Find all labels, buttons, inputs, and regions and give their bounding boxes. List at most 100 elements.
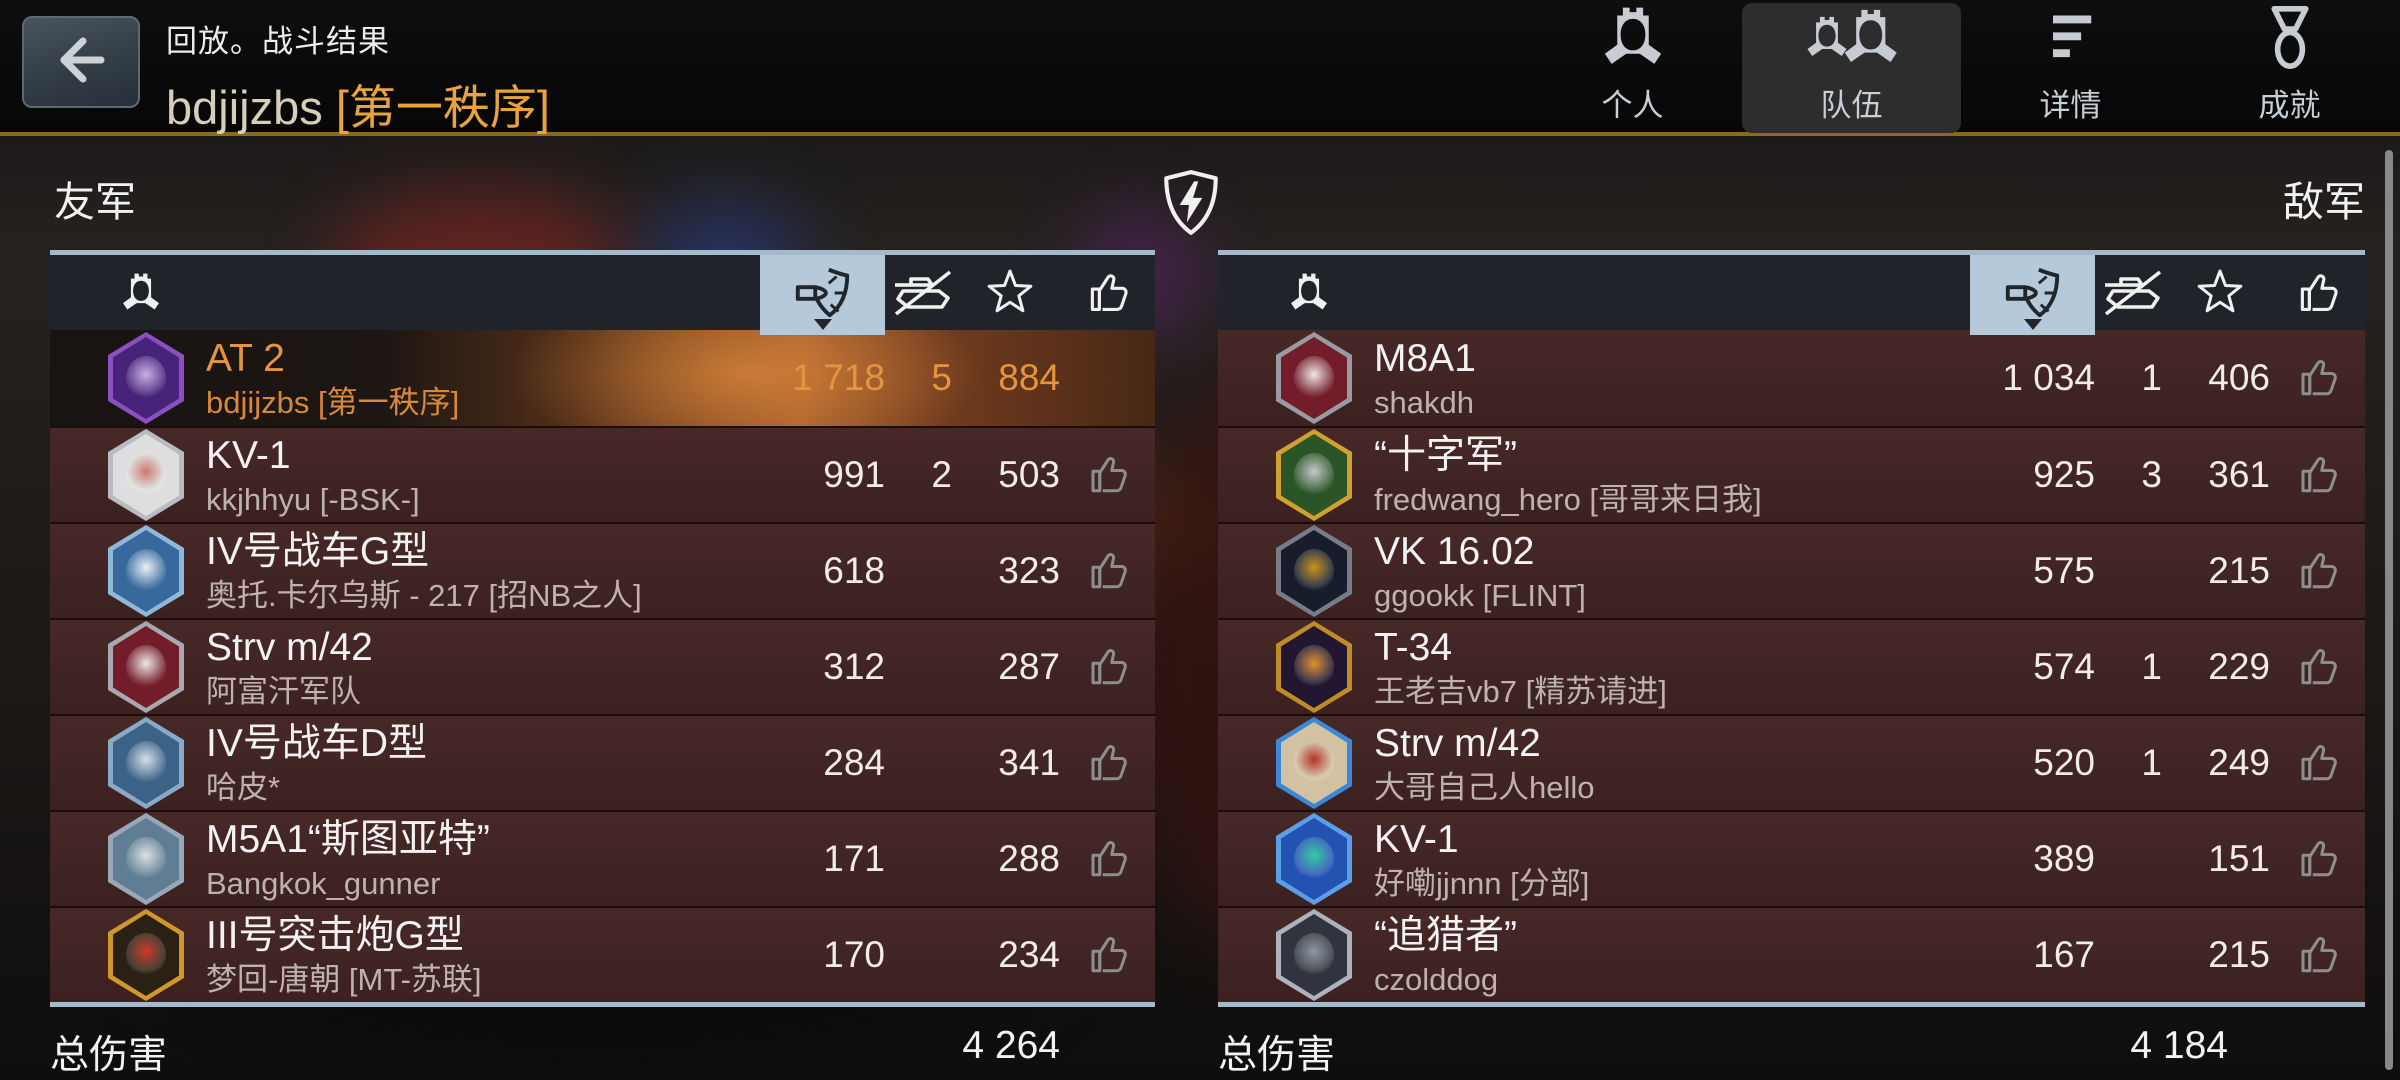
player-row[interactable]: “十字军” fredwang_hero [哥哥来日我] 925 3 361 [1218, 426, 2365, 522]
star-value: 215 [2208, 550, 2270, 591]
likes-column-header[interactable] [2270, 255, 2365, 335]
star-value: 323 [998, 550, 1060, 591]
vertical-scrollbar[interactable] [2385, 150, 2393, 1070]
player-info: “追猎者” czolddog [1368, 916, 1970, 995]
player-info: IV号战车G型 奥托.卡尔乌斯 - 217 [招NB之人] [200, 532, 760, 611]
tab-label: 队伍 [1820, 88, 1883, 123]
player-info: KV-1 好嘞jjnnn [分部] [1368, 820, 1970, 899]
clan-badge [108, 909, 184, 1001]
player-row[interactable]: T-34 王老吉vb7 [精苏请进] 574 1 229 [1218, 618, 2365, 714]
damage-value: 171 [823, 838, 885, 879]
like-button[interactable] [2294, 354, 2342, 402]
player-nickname: 好嘞jjnnn [分部] [1374, 865, 1590, 901]
tab-personal[interactable]: 个人 [1523, 3, 1742, 133]
vehicle-name: VK 16.02 [1374, 529, 1535, 573]
player-nickname: Bangkok_gunner [206, 865, 441, 901]
like-button[interactable] [2294, 835, 2342, 883]
like-button[interactable] [1084, 643, 1132, 691]
enemies-title: 敌军 [2283, 179, 2365, 225]
back-button[interactable] [22, 16, 140, 108]
player-nickname: 奥托.卡尔乌斯 - 217 [招NB之人] [206, 577, 642, 613]
player-row[interactable]: M5A1“斯图亚特” Bangkok_gunner 171 288 [50, 810, 1155, 906]
star-value: 249 [2208, 742, 2270, 783]
thumbs-up-icon [1084, 937, 1132, 982]
player-row[interactable]: “追猎者” czolddog 167 215 [1218, 906, 2365, 1002]
like-button[interactable] [1084, 739, 1132, 787]
destroyed-column-header[interactable] [2095, 255, 2170, 335]
thumbs-up-icon [1084, 457, 1132, 502]
damage-value: 1 034 [2002, 357, 2095, 398]
like-button[interactable] [2294, 931, 2342, 979]
vehicle-name: KV-1 [1374, 817, 1459, 861]
vehicle-name: Strv m/42 [1374, 721, 1541, 765]
total-damage-label: 总伤害 [50, 1034, 168, 1077]
player-row[interactable]: KV-1 好嘞jjnnn [分部] 389 151 [1218, 810, 2365, 906]
destroyed-column-header[interactable] [885, 255, 960, 335]
clan-badge [108, 332, 184, 424]
enemies-rows: M8A1 shakdh 1 034 1 406 “十字军” fredwang_h… [1218, 330, 2365, 1007]
clan-badge [108, 813, 184, 905]
like-button[interactable] [1084, 835, 1132, 883]
vehicle-name: AT 2 [206, 336, 285, 380]
tab-team[interactable]: 队伍 [1742, 3, 1961, 133]
vehicle-name: M5A1“斯图亚特” [206, 817, 490, 861]
sort-by-damage-header[interactable] [1970, 255, 2095, 335]
clan-badge [1276, 332, 1352, 424]
player-row[interactable]: III号突击炮G型 梦回-唐朝 [MT-苏联] 170 234 [50, 906, 1155, 1002]
likes-column-header[interactable] [1060, 255, 1155, 335]
stars-column-header[interactable] [2170, 255, 2270, 335]
thumbs-up-icon [2294, 457, 2342, 502]
player-row[interactable]: AT 2 bdjijzbs [第一秩序] 1 718 5 884 [50, 330, 1155, 426]
tab-details[interactable]: 详情 [1961, 3, 2180, 133]
thumbs-up-icon [2294, 841, 2342, 886]
vehicle-name: IV号战车D型 [206, 721, 428, 765]
destroyed-tank-icon [891, 269, 955, 322]
like-button[interactable] [2294, 547, 2342, 595]
tab-label: 个人 [1601, 88, 1664, 123]
thumbs-up-icon [2294, 649, 2342, 694]
vehicle-name: “追猎者” [1374, 913, 1517, 957]
lightning-shield-icon [1158, 168, 1224, 243]
tab-label: 成就 [2258, 88, 2321, 123]
player-info: KV-1 kkjhhyu [-BSK-] [200, 436, 760, 515]
like-button[interactable] [1084, 451, 1132, 499]
player-row[interactable]: VK 16.02 ggookk [FLINT] 575 215 [1218, 522, 2365, 618]
damage-value: 991 [823, 454, 885, 495]
sort-by-damage-header[interactable] [760, 255, 885, 335]
star-value: 215 [2208, 934, 2270, 975]
double-helmet-icon [1802, 2, 1902, 74]
enemies-total: 总伤害 4 184 [1218, 1024, 2228, 1080]
like-button[interactable] [2294, 451, 2342, 499]
player-nickname: 梦回-唐朝 [MT-苏联] [206, 961, 482, 997]
player-row[interactable]: IV号战车G型 奥托.卡尔乌斯 - 217 [招NB之人] 618 323 [50, 522, 1155, 618]
vehicle-name: “十字军” [1374, 433, 1517, 477]
like-button[interactable] [1084, 931, 1132, 979]
damage-value: 574 [2033, 646, 2095, 687]
player-row[interactable]: KV-1 kkjhhyu [-BSK-] 991 2 503 [50, 426, 1155, 522]
enemies-table-header [1218, 250, 2365, 335]
player-row[interactable]: Strv m/42 大哥自己人hello 520 1 249 [1218, 714, 2365, 810]
like-button[interactable] [2294, 739, 2342, 787]
damage-value: 1 718 [792, 357, 885, 398]
player-row[interactable]: IV号战车D型 哈皮* 284 341 [50, 714, 1155, 810]
vehicle-name: M8A1 [1374, 336, 1476, 380]
tab-achievements[interactable]: 成就 [2180, 3, 2399, 133]
player-info: VK 16.02 ggookk [FLINT] [1368, 532, 1970, 611]
player-row[interactable]: Strv m/42 阿富汗军队 312 287 [50, 618, 1155, 714]
vehicle-name: IV号战车G型 [206, 529, 430, 573]
sort-direction-triangle-down [2023, 319, 2042, 330]
like-button[interactable] [2294, 643, 2342, 691]
player-row[interactable]: M8A1 shakdh 1 034 1 406 [1218, 330, 2365, 426]
frags-value: 3 [2141, 454, 2162, 495]
player-info: T-34 王老吉vb7 [精苏请进] [1368, 628, 1970, 707]
allies-rows: AT 2 bdjijzbs [第一秩序] 1 718 5 884 KV-1 kk… [50, 330, 1155, 1007]
frags-value: 1 [2141, 357, 2162, 398]
player-nickname: kkjhhyu [-BSK-] [206, 481, 420, 517]
thumbs-up-icon [1084, 745, 1132, 790]
vehicle-name: T-34 [1374, 625, 1453, 669]
player-nickname: shakdh [1374, 384, 1474, 420]
sort-direction-triangle-down [813, 319, 832, 330]
stars-column-header[interactable] [960, 255, 1060, 335]
like-button[interactable] [1084, 547, 1132, 595]
